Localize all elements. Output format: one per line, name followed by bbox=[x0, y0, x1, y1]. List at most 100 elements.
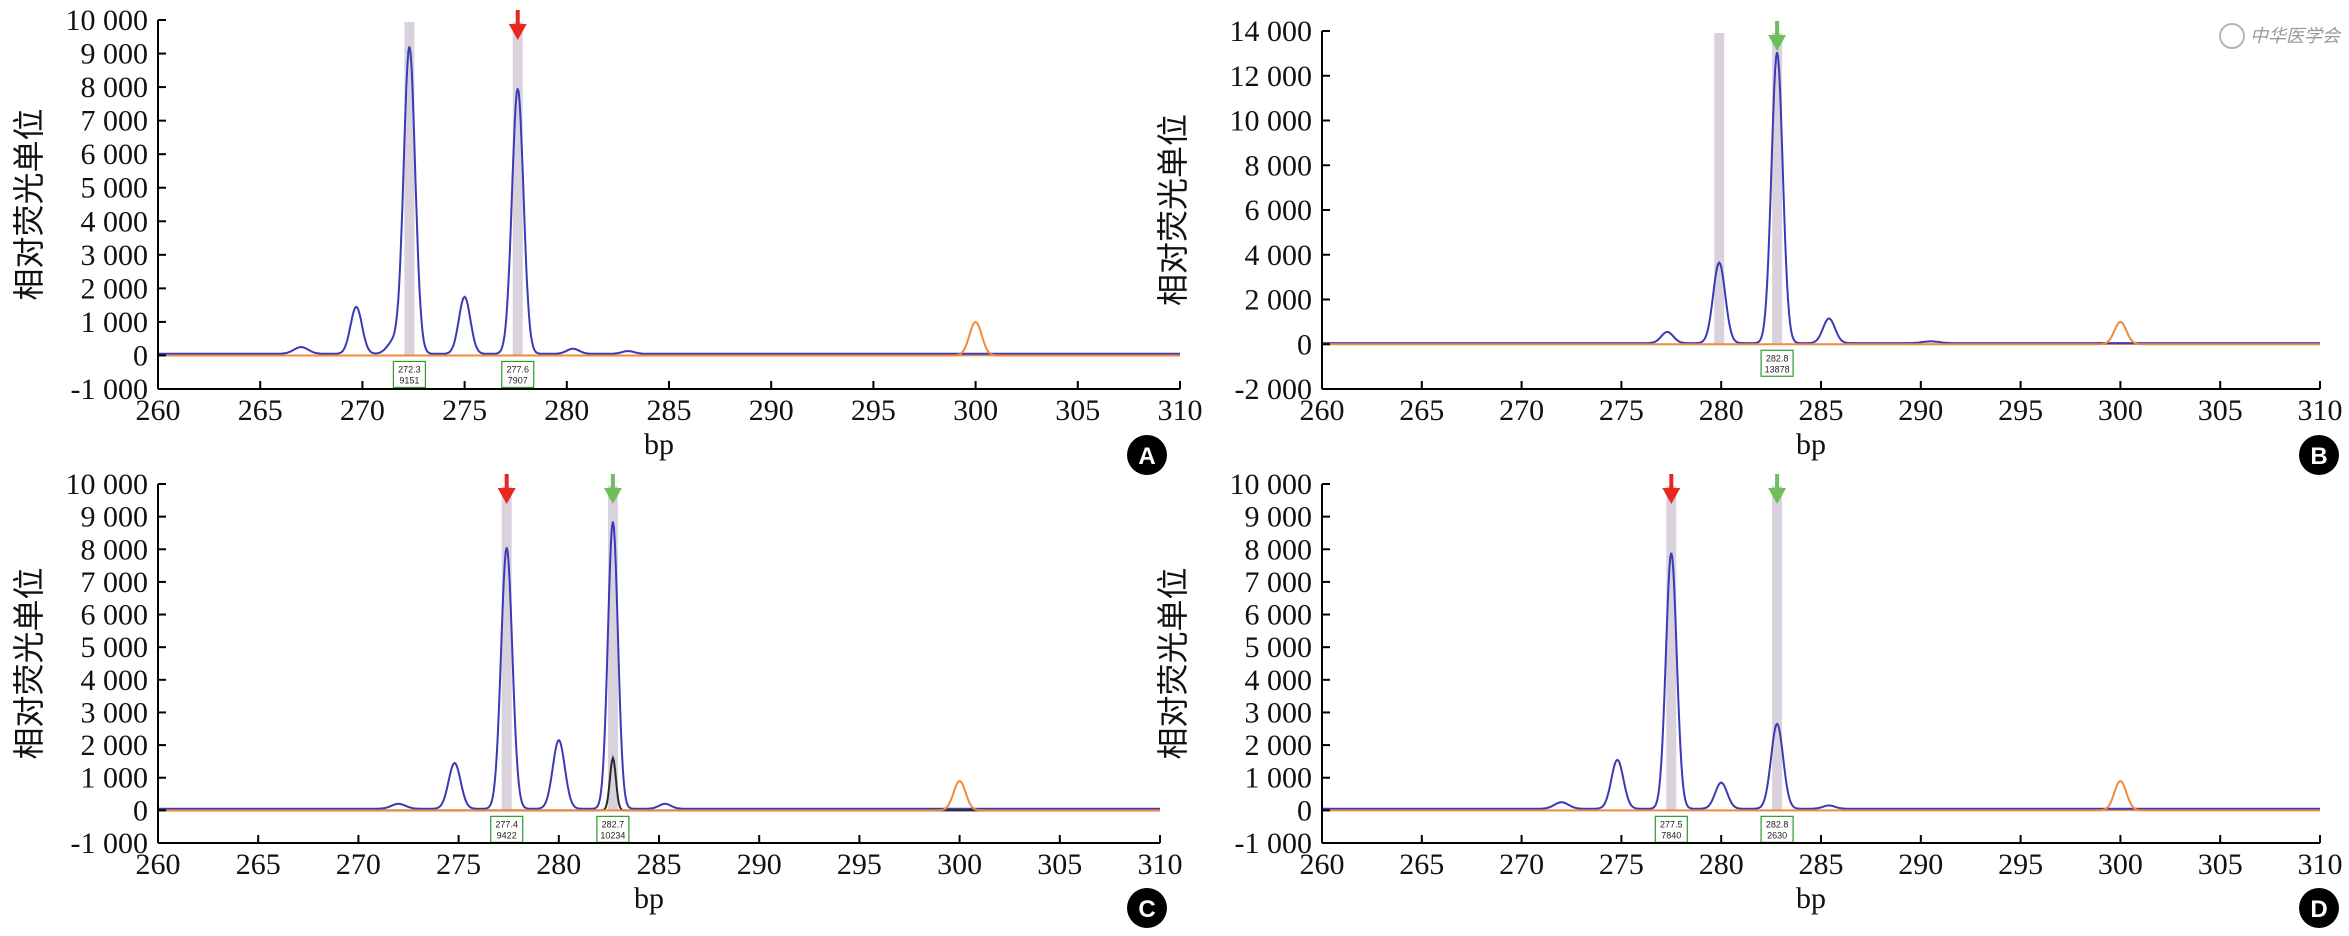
arrow-green-icon bbox=[1768, 474, 1787, 504]
y-axis-title: 相对荧光单位 bbox=[10, 108, 48, 300]
y-tick-label: 10 000 bbox=[1230, 468, 1313, 501]
y-tick-label: -1 000 bbox=[71, 827, 149, 860]
x-tick-label: 260 bbox=[1300, 848, 1345, 881]
peak-height: 7840 bbox=[1661, 830, 1681, 840]
panel-badge: C bbox=[1127, 888, 1167, 928]
peak-size: 277.5 bbox=[1660, 819, 1683, 829]
trace-blue bbox=[158, 521, 1160, 810]
y-tick-label: 3 000 bbox=[81, 696, 149, 729]
highlight-bar bbox=[512, 22, 523, 356]
y-tick-label: 5 000 bbox=[81, 172, 149, 205]
trace-orange bbox=[158, 320, 1180, 357]
arrow-green-icon bbox=[1768, 21, 1787, 51]
x-axis-title: bp bbox=[1796, 882, 1826, 915]
y-tick-label: -1 000 bbox=[71, 373, 149, 406]
x-axis-title: bp bbox=[634, 882, 664, 915]
y-tick-label: 2 000 bbox=[81, 729, 149, 762]
y-tick-label: 0 bbox=[133, 794, 148, 827]
panel-badge-label: A bbox=[1138, 443, 1155, 470]
x-axis-title: bp bbox=[644, 428, 674, 461]
x-tick-label: 295 bbox=[837, 848, 882, 881]
x-tick-label: 280 bbox=[544, 394, 589, 427]
highlight-bar bbox=[607, 486, 618, 811]
x-tick-label: 305 bbox=[2198, 848, 2243, 881]
y-tick-label: 4 000 bbox=[1245, 239, 1313, 272]
x-tick-label: 300 bbox=[2098, 848, 2143, 881]
y-tick-label: 10 000 bbox=[66, 4, 149, 37]
panel-badge-label: D bbox=[2310, 896, 2327, 923]
x-tick-label: 300 bbox=[953, 394, 998, 427]
peak-size: 272.3 bbox=[398, 364, 421, 374]
watermark-text: 中华医学会 bbox=[2250, 26, 2342, 47]
y-tick-label: 8 000 bbox=[1245, 149, 1313, 182]
x-tick-label: 285 bbox=[1799, 848, 1844, 881]
x-tick-label: 275 bbox=[1599, 848, 1644, 881]
watermark: 中华医学会 bbox=[2219, 23, 2342, 49]
arrow-green-icon bbox=[603, 474, 622, 504]
x-tick-label: 300 bbox=[2098, 394, 2143, 427]
panel-badge: D bbox=[2299, 888, 2339, 928]
y-tick-label: 10 000 bbox=[1230, 105, 1313, 138]
peak-height: 9422 bbox=[497, 830, 517, 840]
highlight-bar bbox=[1714, 33, 1725, 345]
y-tick-label: 1 000 bbox=[81, 762, 149, 795]
x-tick-label: 310 bbox=[1158, 394, 1203, 427]
x-tick-label: 305 bbox=[1055, 394, 1100, 427]
y-tick-label: 5 000 bbox=[1245, 631, 1313, 664]
x-tick-label: 290 bbox=[749, 394, 794, 427]
peak-size: 282.7 bbox=[602, 819, 625, 829]
x-tick-label: 295 bbox=[1998, 394, 2043, 427]
x-tick-label: 285 bbox=[637, 848, 682, 881]
x-tick-label: 305 bbox=[1037, 848, 1082, 881]
x-tick-label: 290 bbox=[1898, 394, 1943, 427]
y-tick-label: 9 000 bbox=[81, 38, 149, 71]
x-tick-label: 280 bbox=[1699, 848, 1744, 881]
y-tick-label: 1 000 bbox=[81, 306, 149, 339]
x-tick-label: 295 bbox=[851, 394, 896, 427]
y-tick-label: 2 000 bbox=[1245, 729, 1313, 762]
arrow-red-icon bbox=[508, 10, 527, 40]
peak-height: 13878 bbox=[1765, 364, 1790, 374]
y-tick-label: 4 000 bbox=[81, 205, 149, 238]
trace-blue bbox=[158, 46, 1180, 355]
trace-dark bbox=[158, 755, 1160, 812]
x-tick-label: 310 bbox=[2298, 394, 2343, 427]
y-tick-label: 5 000 bbox=[81, 631, 149, 664]
x-tick-label: 295 bbox=[1998, 848, 2043, 881]
y-tick-label: 7 000 bbox=[81, 105, 149, 138]
highlight-bar bbox=[501, 486, 512, 811]
y-tick-label: 8 000 bbox=[1245, 533, 1313, 566]
highlight-bar bbox=[1666, 486, 1677, 811]
y-tick-label: -1 000 bbox=[1235, 827, 1313, 860]
peak-height: 7907 bbox=[508, 375, 528, 385]
trace-orange bbox=[1322, 320, 2320, 346]
x-tick-label: 260 bbox=[136, 394, 181, 427]
x-tick-label: 300 bbox=[937, 848, 982, 881]
x-tick-label: 265 bbox=[238, 394, 283, 427]
peak-size: 277.4 bbox=[495, 819, 518, 829]
trace-blue bbox=[1322, 52, 2320, 345]
peak-height: 10234 bbox=[600, 830, 625, 840]
arrow-red-icon bbox=[497, 474, 516, 504]
y-tick-label: 2 000 bbox=[81, 272, 149, 305]
panel-badge: A bbox=[1127, 435, 1167, 475]
panel-badge-label: C bbox=[1138, 896, 1155, 923]
y-tick-label: 1 000 bbox=[1245, 762, 1313, 795]
y-tick-label: 0 bbox=[1297, 794, 1312, 827]
x-tick-label: 265 bbox=[1399, 848, 1444, 881]
y-tick-label: 4 000 bbox=[81, 664, 149, 697]
y-tick-label: 6 000 bbox=[81, 599, 149, 632]
x-tick-label: 310 bbox=[1138, 848, 1183, 881]
y-tick-label: 0 bbox=[1297, 328, 1312, 361]
trace-orange bbox=[1322, 779, 2320, 812]
panel-badge-label: B bbox=[2310, 443, 2327, 470]
y-tick-label: 14 000 bbox=[1230, 15, 1313, 48]
